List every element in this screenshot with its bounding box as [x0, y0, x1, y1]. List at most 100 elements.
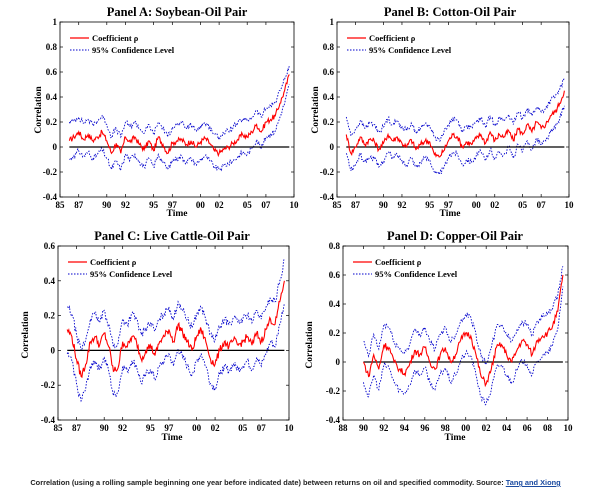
x-axis-label: Time: [162, 433, 183, 443]
x-axis-label: Time: [167, 209, 188, 219]
source-link[interactable]: Tang and Xiong: [505, 478, 561, 487]
x-tick-label: 10: [564, 423, 574, 433]
x-tick-label: 95: [425, 200, 435, 210]
series-line-upper-confidence: [363, 266, 564, 366]
x-tick-label: 04: [502, 423, 512, 433]
y-tick-label: 0: [51, 345, 56, 355]
y-tick-label: -0.2: [41, 380, 56, 390]
legend-label-confidence: 95% Confidence Level: [369, 45, 452, 55]
y-tick-label: -0.2: [320, 167, 335, 177]
y-tick-label: 0: [330, 142, 335, 152]
y-tick-label: -0.4: [320, 192, 335, 202]
y-tick-label: 0.8: [323, 42, 335, 52]
y-tick-label: 1: [53, 17, 58, 27]
legend: Coefficient ρ 95% Confidence Level: [347, 33, 452, 55]
panel-b-chart: -0.4 -0.2 0 0.2 0.4 0.6 0.8 1 85 87 90 92 95 97 00 02 05…: [311, 5, 574, 219]
x-tick-label: 92: [379, 423, 389, 433]
legend-label-confidence: 95% Confidence Level: [375, 269, 458, 279]
x-tick-label: 05: [238, 423, 248, 433]
axes-frame: [59, 21, 295, 198]
y-tick-label: 0.6: [323, 67, 335, 77]
x-tick-label: 96: [420, 423, 430, 433]
chart-title: Panel B: Cotton-Oil Pair: [384, 5, 517, 19]
series-line-coefficient: [362, 274, 564, 388]
y-tick-label: 0.2: [46, 117, 58, 127]
series-line-upper-confidence: [68, 65, 290, 142]
y-tick-label: 0: [53, 142, 58, 152]
series-line-upper-confidence: [67, 259, 285, 351]
series-line-upper-confidence: [345, 77, 565, 143]
series-line-lower-confidence: [69, 84, 290, 172]
legend: Coefficient ρ 95% Confidence Level: [70, 33, 175, 55]
series-line-coefficient: [66, 280, 285, 379]
x-tick-label: 07: [261, 200, 271, 210]
x-tick-label: 02: [482, 423, 492, 433]
x-tick-label: 05: [518, 200, 528, 210]
x-tick-label: 02: [211, 423, 221, 433]
plot-area: -0.4 -0.2 0 0.2 0.4 0.6 0.8 88 90 92 94 96 98 00 02 04 0…: [326, 241, 573, 433]
legend-label-coefficient: Coefficient ρ: [90, 257, 137, 267]
x-axis-label: Time: [445, 433, 466, 443]
x-tick-label: 98: [441, 423, 451, 433]
chart-title: Panel D: Copper-Oil Pair: [387, 229, 523, 243]
x-tick-label: 08: [543, 423, 553, 433]
y-tick-label: 1: [330, 17, 335, 27]
x-tick-label: 00: [192, 423, 202, 433]
panel-c-chart: -0.4 -0.2 0 0.2 0.4 0.6 85 87 90 92 95 97 00 02 05 07 10…: [21, 229, 294, 443]
axes-frame: [336, 21, 570, 198]
legend-label-confidence: 95% Confidence Level: [92, 45, 175, 55]
series-line-lower-confidence: [66, 303, 285, 403]
x-tick-label: 06: [523, 423, 533, 433]
x-tick-label: 90: [359, 423, 369, 433]
x-tick-label: 00: [461, 423, 471, 433]
plot-area: -0.4 -0.2 0 0.2 0.4 0.6 0.8 1 85 87 90 92 95 97 00 02 05…: [43, 17, 299, 210]
y-tick-label: 0.6: [46, 67, 58, 77]
series-line-coefficient: [345, 90, 565, 158]
y-tick-label: 0.8: [46, 42, 58, 52]
x-tick-label: 05: [243, 200, 253, 210]
x-tick-label: 85: [54, 423, 64, 433]
x-tick-label: 97: [444, 200, 454, 210]
y-tick-label: 0.4: [46, 92, 58, 102]
x-tick-label: 00: [196, 200, 206, 210]
x-tick-label: 85: [56, 200, 66, 210]
x-axis-label: Time: [440, 209, 461, 219]
y-tick-label: -0.2: [326, 386, 341, 396]
panel-a-chart: -0.4 -0.2 0 0.2 0.4 0.6 0.8 1 85 87 90 92 95 97 00 02 05…: [34, 5, 299, 219]
x-tick-label: 85: [333, 200, 343, 210]
x-tick-label: 92: [121, 200, 131, 210]
x-tick-label: 92: [118, 423, 128, 433]
x-tick-label: 95: [146, 423, 156, 433]
x-tick-label: 87: [74, 200, 84, 210]
x-tick-label: 90: [100, 423, 110, 433]
series-line-lower-confidence: [345, 105, 565, 176]
y-tick-label: 0.4: [323, 92, 335, 102]
x-tick-label: 10: [565, 200, 575, 210]
figure-caption: Correlation (using a rolling sample begi…: [0, 478, 591, 487]
x-tick-label: 02: [490, 200, 500, 210]
series-line-coefficient: [68, 74, 290, 158]
chart-title: Panel A: Soybean-Oil Pair: [107, 5, 248, 19]
x-tick-label: 90: [102, 200, 112, 210]
x-tick-label: 90: [379, 200, 389, 210]
y-tick-label: -0.2: [43, 167, 58, 177]
y-tick-label: 0.8: [329, 241, 341, 251]
x-tick-label: 87: [351, 200, 361, 210]
legend: Coefficient ρ 95% Confidence Level: [353, 257, 458, 279]
y-tick-label: 0.4: [329, 299, 341, 309]
y-axis-label: Correlation: [21, 311, 31, 359]
y-tick-label: 0.6: [329, 270, 341, 280]
y-tick-label: -0.4: [326, 415, 341, 425]
y-tick-label: 0: [336, 357, 341, 367]
plot-area: -0.4 -0.2 0 0.2 0.4 0.6 85 87 90 92 95 97 00 02 05 07 10: [41, 241, 294, 433]
legend-label-confidence: 95% Confidence Level: [90, 269, 173, 279]
plot-area: -0.4 -0.2 0 0.2 0.4 0.6 0.8 1 85 87 90 92 95 97 00 02 05…: [320, 17, 574, 210]
x-tick-label: 87: [72, 423, 82, 433]
x-tick-label: 94: [400, 423, 410, 433]
y-axis-label: Correlation: [305, 321, 315, 369]
x-tick-label: 97: [164, 423, 174, 433]
legend-label-coefficient: Coefficient ρ: [375, 257, 422, 267]
y-tick-label: -0.4: [41, 415, 56, 425]
x-tick-label: 07: [537, 200, 547, 210]
